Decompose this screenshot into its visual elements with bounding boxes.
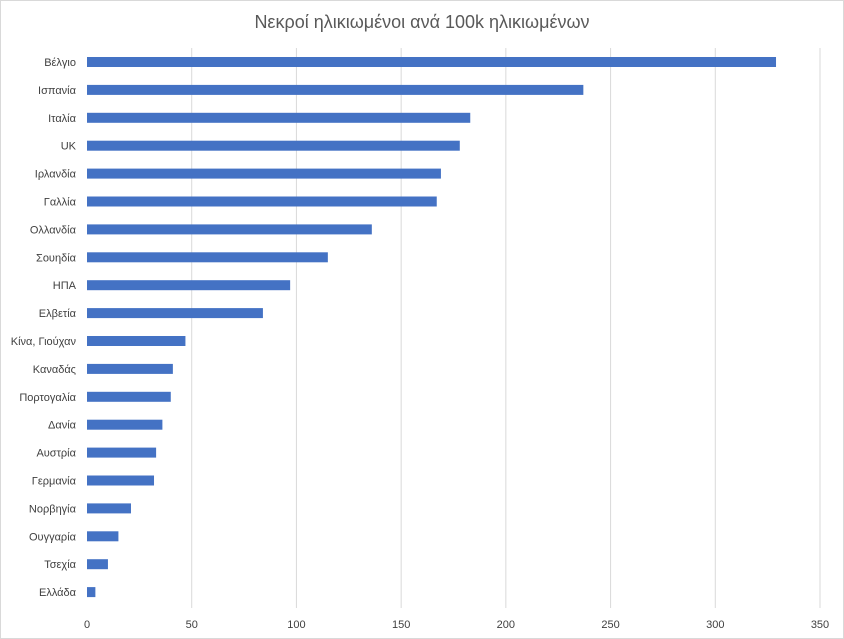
bar	[87, 336, 186, 346]
bar	[87, 531, 119, 542]
category-label: Ισπανία	[38, 85, 77, 97]
bar	[87, 447, 157, 458]
bar	[87, 112, 471, 123]
bar	[87, 559, 108, 570]
bar	[87, 196, 437, 207]
chart-title: Νεκροί ηλικιωμένοι ανά 100k ηλικιωμένων	[254, 12, 590, 32]
bar	[87, 587, 96, 598]
category-label: Νορβηγία	[29, 503, 77, 515]
category-label: Βέλγιο	[44, 57, 76, 69]
category-label: UK	[61, 141, 77, 153]
x-tick-label: 150	[392, 619, 410, 631]
category-label: Γαλλία	[44, 197, 77, 209]
bar	[87, 503, 131, 514]
x-tick-label: 100	[287, 619, 305, 631]
x-tick-label: 250	[601, 619, 619, 631]
x-tick-label: 0	[84, 619, 90, 631]
category-label: Καναδάς	[33, 364, 76, 376]
category-label: Αυστρία	[36, 448, 76, 460]
bar	[87, 252, 328, 263]
category-label: Ιρλανδία	[35, 169, 77, 181]
category-label: Ολλανδία	[30, 224, 77, 236]
category-label: Σουηδία	[36, 252, 77, 264]
category-label: Ελλάδα	[39, 587, 77, 599]
category-label: Ουγγαρία	[29, 531, 77, 543]
bar	[87, 168, 441, 179]
category-label: Ιταλία	[48, 113, 77, 125]
bar	[87, 57, 777, 67]
x-tick-label: 300	[706, 619, 724, 631]
category-label: ΗΠΑ	[53, 280, 77, 292]
bar	[87, 419, 163, 430]
x-tick-label: 350	[811, 619, 829, 631]
category-label: Ελβετία	[39, 308, 77, 320]
category-label: Δανία	[48, 420, 77, 432]
category-label: Πορτογαλία	[19, 392, 76, 404]
bar	[87, 475, 155, 486]
bar	[87, 140, 460, 151]
bar	[87, 224, 372, 235]
category-label: Γερμανία	[32, 476, 77, 488]
category-label: Κίνα, Γιούχαν	[11, 336, 77, 348]
bar	[87, 363, 173, 374]
x-tick-label: 50	[186, 619, 198, 631]
bar	[87, 280, 291, 291]
bar	[87, 84, 584, 95]
x-tick-label: 200	[497, 619, 515, 631]
bar	[87, 391, 171, 402]
bar	[87, 308, 263, 319]
category-label: Τσεχία	[44, 559, 76, 571]
